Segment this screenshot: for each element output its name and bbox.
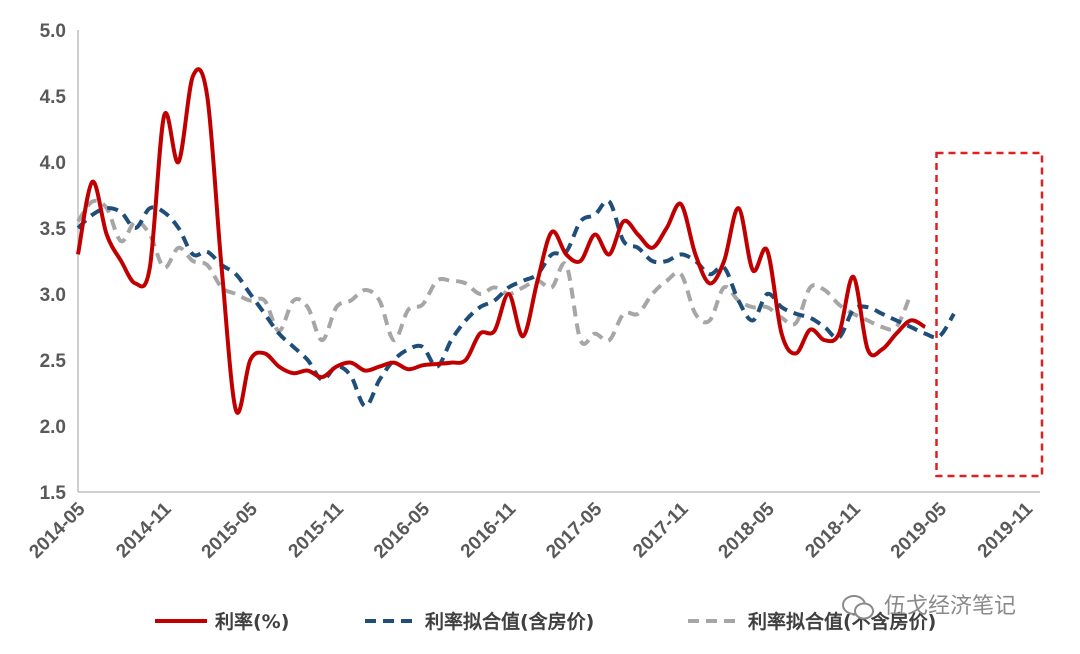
highlight-box-rect bbox=[935, 151, 1044, 478]
watermark-text: 伍戈经济笔记 bbox=[884, 594, 1016, 619]
x-tick-label: 2017-11 bbox=[629, 498, 693, 562]
x-tick-label: 2015-11 bbox=[285, 498, 349, 562]
x-tick-label: 2014-11 bbox=[112, 498, 176, 562]
legend-label: 利率拟合值(含房价) bbox=[425, 610, 594, 633]
y-tick-label: 1.5 bbox=[40, 483, 67, 504]
legend-label: 利率拟合值(不含房价) bbox=[748, 610, 936, 633]
legend-label: 利率(%) bbox=[215, 610, 289, 633]
y-tick-label: 2.0 bbox=[40, 417, 66, 438]
watermark: 伍戈经济笔记 bbox=[842, 594, 1016, 620]
x-tick-label: 2017-05 bbox=[542, 498, 606, 562]
x-axis: 2014-05 2014-11 2015-05 2015-11 2016-05 2016-… bbox=[25, 491, 1040, 563]
x-tick-label: 2019-05 bbox=[887, 498, 951, 562]
y-tick-label: 3.0 bbox=[40, 285, 66, 306]
series-lines bbox=[76, 67, 956, 415]
y-tick-label: 3.5 bbox=[40, 219, 67, 240]
x-tick-label: 2016-05 bbox=[370, 498, 434, 562]
wechat-icon bbox=[842, 595, 874, 620]
y-tick-label: 2.5 bbox=[40, 351, 67, 372]
x-tick-label: 2019-11 bbox=[974, 498, 1038, 562]
x-tick-label: 2015-05 bbox=[198, 498, 262, 562]
series-line-fit-without-house-price bbox=[76, 198, 913, 346]
x-tick-label: 2014-05 bbox=[25, 498, 89, 562]
y-tick-label: 5.0 bbox=[40, 21, 66, 42]
y-axis: 1.5 2.0 2.5 3.0 3.5 4.0 4.5 5.0 bbox=[40, 21, 79, 504]
highlight-box bbox=[935, 151, 1044, 478]
x-tick-label: 2018-11 bbox=[801, 498, 865, 562]
y-tick-label: 4.5 bbox=[40, 87, 67, 108]
x-tick-label: 2016-11 bbox=[457, 498, 521, 562]
y-tick-label: 4.0 bbox=[40, 153, 66, 174]
series-line-rate bbox=[76, 67, 927, 415]
x-tick-label: 2018-05 bbox=[715, 498, 779, 562]
legend: 利率(%) 利率拟合值(含房价) 利率拟合值(不含房价) bbox=[155, 610, 936, 633]
series-line-fit-with-house-price bbox=[76, 198, 956, 409]
